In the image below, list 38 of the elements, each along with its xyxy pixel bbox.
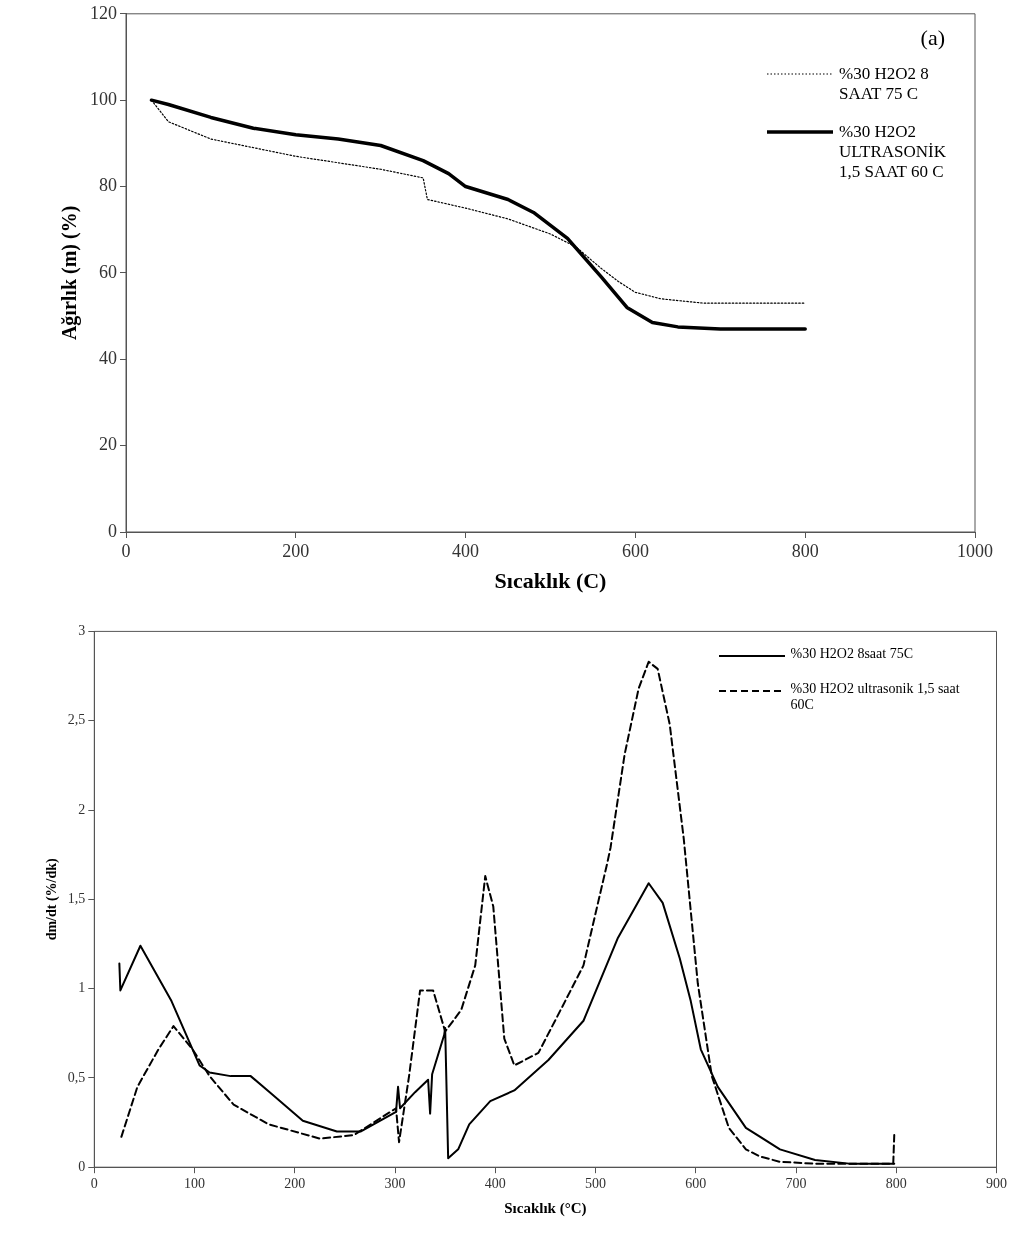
y-tick-label: 0 — [108, 520, 117, 541]
legend-label: %30 H2O2 ultrasonik 1,5 saat 60C — [790, 681, 961, 714]
legend-label: %30 H2O2 8 SAAT 75 C — [839, 63, 930, 104]
x-tick-label: 300 — [384, 1176, 406, 1192]
x-tick-label: 700 — [785, 1176, 807, 1192]
y-axis-title: Ağırlık (m) (%) — [58, 205, 82, 341]
y-tick-label: 1 — [78, 980, 86, 996]
annotation: (a) — [920, 24, 945, 50]
x-axis-title: Sıcaklık (°C) — [504, 1199, 587, 1217]
x-tick-label: 800 — [885, 1176, 907, 1192]
legend-label: %30 H2O2 ULTRASONİK 1,5 SAAT 60 C — [839, 121, 948, 182]
x-tick-label: 400 — [452, 540, 480, 561]
x-tick-label: 600 — [621, 540, 649, 561]
y-tick-label: 40 — [99, 348, 117, 368]
x-tick-label: 800 — [791, 540, 819, 561]
y-tick-label: 0 — [78, 1158, 86, 1174]
x-tick-label: 900 — [986, 1176, 1007, 1192]
x-tick-label: 100 — [184, 1176, 206, 1192]
y-tick-label: 120 — [90, 2, 117, 23]
x-tick-label: 200 — [282, 540, 310, 561]
x-tick-label: 1000 — [957, 540, 993, 561]
y-tick-label: 100 — [90, 88, 117, 109]
legend-label: %30 H2O2 8saat 75C — [790, 646, 914, 663]
y-tick-label: 80 — [99, 175, 117, 196]
x-axis-title: Sıcaklık (C) — [494, 568, 607, 594]
y-tick-label: 2,5 — [67, 712, 86, 728]
y-tick-label: 3 — [78, 623, 86, 639]
y-tick-label: 0,5 — [67, 1069, 86, 1085]
x-tick-label: 0 — [121, 540, 131, 561]
x-tick-label: 400 — [484, 1176, 506, 1192]
x-tick-label: 600 — [685, 1176, 707, 1192]
y-tick-label: 20 — [99, 434, 117, 455]
y-tick-label: 1,5 — [67, 890, 86, 906]
y-tick-label: 60 — [99, 261, 117, 282]
x-tick-label: 500 — [585, 1176, 607, 1192]
y-axis-title: dm/dt (%/dk) — [44, 857, 61, 941]
y-tick-label: 2 — [78, 801, 86, 817]
x-tick-label: 200 — [284, 1176, 306, 1192]
